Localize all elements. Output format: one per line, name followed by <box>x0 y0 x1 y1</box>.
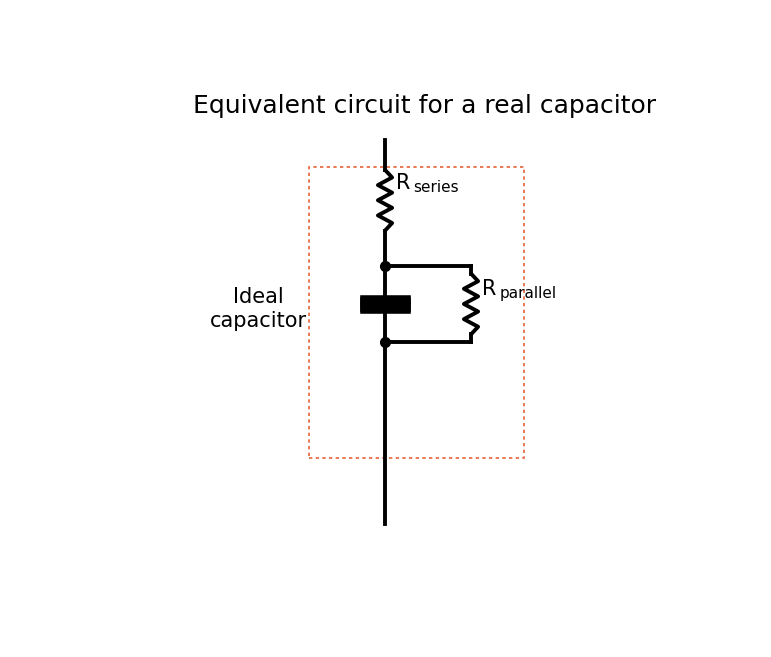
Text: series: series <box>413 180 459 195</box>
Bar <box>309 168 524 459</box>
Text: R: R <box>396 173 410 193</box>
Text: Equivalent circuit for a real capacitor: Equivalent circuit for a real capacitor <box>193 94 656 118</box>
Text: R: R <box>482 279 497 299</box>
Text: parallel: parallel <box>500 286 557 302</box>
Text: Ideal
capacitor: Ideal capacitor <box>210 287 307 330</box>
